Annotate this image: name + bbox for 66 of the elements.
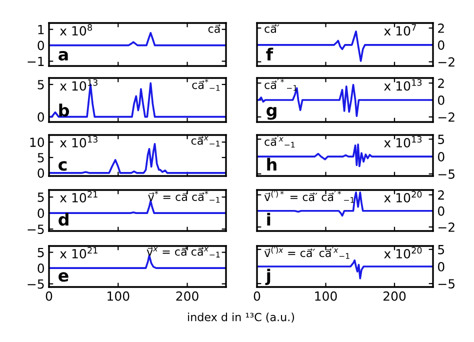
y-tick-label: 0 <box>38 208 44 218</box>
annotation: ca⃗$^{*}$$_{−1}$ <box>192 78 220 91</box>
x-tick-label: 100 <box>315 291 337 301</box>
annotation: ca⃗$^{x}$$_{−1}$ <box>191 136 220 146</box>
x-axis-title: index d in ¹³C (a.u.) <box>188 312 294 323</box>
annotation: x 10$^{21}$ <box>60 190 98 202</box>
y-tick-label: 5 <box>38 248 44 258</box>
y-tick-label: −5 <box>28 224 44 234</box>
annotation: x 10$^{13}$ <box>384 136 422 148</box>
y-tick-label: −2 <box>438 57 454 67</box>
y-tick-label: 5 <box>438 245 444 254</box>
y-tick-label: −2 <box>438 222 454 232</box>
annotation: ca⃗′ <box>264 24 280 33</box>
annotation: g <box>266 106 276 120</box>
y-tick-label: 0 <box>38 112 44 122</box>
y-tick-label: 5 <box>38 153 44 162</box>
annotation: ca⃗$^{′*}$$_{−1}$ <box>264 78 297 91</box>
y-tick-label: −5 <box>438 170 454 179</box>
y-tick-label: 0 <box>438 95 444 105</box>
x-tick-label: 200 <box>176 291 198 301</box>
annotation: v⃗$^{x}$ = ca⃗ ca⃗$^{x}$$_{−1}$ <box>146 247 220 258</box>
annotation: j <box>265 268 270 285</box>
y-tick-label: 5 <box>438 134 444 144</box>
annotation: e <box>58 272 68 282</box>
annotation: v⃗$^{(′)*}$ = ca⃗′ ca⃗$^{′*}$$_{−1}$ <box>264 190 354 203</box>
y-tick-label: 0 <box>38 264 44 274</box>
y-tick-label: −5 <box>28 279 44 289</box>
annotation: x 10$^{21}$ <box>60 246 98 258</box>
annotation: v⃗$^{(′)x}$ = ca⃗′ ca⃗$^{′x}$$_{−1}$ <box>264 246 350 259</box>
y-tick-label: 5 <box>38 80 44 90</box>
annotation: x 10$^{20}$ <box>384 246 422 258</box>
annotation: f <box>266 48 274 60</box>
y-tick-label: 0 <box>38 40 44 50</box>
y-tick-label: 0 <box>438 262 444 272</box>
y-tick-label: 2 <box>438 24 444 33</box>
annotation: x 10$^{13}$ <box>60 136 98 148</box>
annotation: x 10$^{7}$ <box>384 24 416 36</box>
annotation: a <box>58 51 68 61</box>
annotation: c <box>58 161 67 171</box>
y-tick-label: 2 <box>438 190 444 200</box>
x-tick-label: 100 <box>108 291 130 301</box>
y-tick-label: −5 <box>438 279 454 289</box>
x-tick-label: 200 <box>383 291 406 301</box>
annotation: x 10$^{13}$ <box>384 79 422 91</box>
annotation: x 10$^{13}$ <box>60 79 98 91</box>
y-tick-label: 2 <box>438 78 444 88</box>
x-tick-label: 0 <box>254 291 260 301</box>
annotation: v⃗$^{*}$ = ca⃗ ca⃗$^{*}$$_{−1}$ <box>148 190 220 203</box>
annotation: ca⃗$^{′x}$$_{−1}$ <box>264 136 295 148</box>
y-tick-label: −2 <box>438 112 454 122</box>
y-tick-label: 0 <box>438 152 444 162</box>
y-tick-label: 5 <box>38 192 44 202</box>
y-tick-label: 0 <box>438 40 444 50</box>
annotation: x 10$^{8}$ <box>60 24 92 36</box>
y-tick-label: −1 <box>28 56 44 66</box>
y-tick-label: 0 <box>438 206 444 216</box>
y-tick-label: 1 <box>38 25 44 34</box>
annotation: h <box>267 158 276 170</box>
annotation: d <box>58 212 68 226</box>
y-tick-label: 10 <box>30 138 44 148</box>
annotation: b <box>59 104 70 117</box>
x-tick-label: 0 <box>46 291 52 301</box>
annotation: ca⃗ <box>208 24 220 33</box>
y-tick-label: 0 <box>38 168 44 178</box>
annotation: i <box>267 212 270 226</box>
annotation: x 10$^{20}$ <box>384 190 422 202</box>
